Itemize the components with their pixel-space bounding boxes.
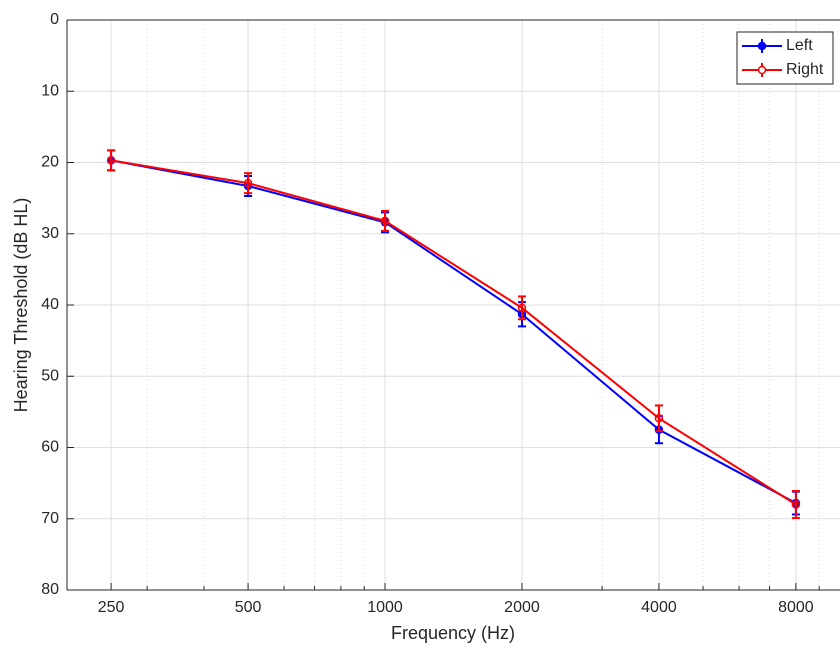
legend-label: Right bbox=[786, 61, 824, 78]
y-tick-label: 40 bbox=[41, 296, 59, 313]
legend-marker bbox=[757, 41, 767, 51]
marker bbox=[106, 156, 116, 165]
x-tick-label: 2000 bbox=[504, 599, 540, 616]
y-tick-label: 50 bbox=[41, 367, 59, 384]
marker bbox=[791, 500, 801, 509]
y-tick-label: 60 bbox=[41, 439, 59, 456]
error-bar bbox=[654, 404, 663, 433]
x-axis-label: Frequency (Hz) bbox=[391, 623, 515, 643]
error-bar bbox=[791, 489, 800, 520]
error-bar bbox=[517, 295, 526, 321]
legend-marker bbox=[757, 65, 767, 75]
x-tick-label: 250 bbox=[98, 599, 125, 616]
x-tick-label: 8000 bbox=[778, 599, 814, 616]
y-tick-label: 80 bbox=[41, 581, 59, 598]
legend-box bbox=[736, 31, 834, 85]
series-line bbox=[110, 159, 797, 504]
y-axis-label: Hearing Threshold (dB HL) bbox=[11, 198, 31, 413]
y-tick-label: 20 bbox=[41, 154, 59, 171]
x-tick-label: 4000 bbox=[641, 599, 677, 616]
legend-label: Left bbox=[786, 37, 813, 54]
x-tick-label: 500 bbox=[235, 599, 262, 616]
y-tick-label: 70 bbox=[41, 510, 59, 527]
y-tick-label: 10 bbox=[41, 82, 59, 99]
marker bbox=[380, 216, 390, 226]
marker bbox=[243, 178, 253, 188]
y-tick-label: 0 bbox=[50, 11, 59, 28]
error-bar bbox=[381, 209, 390, 232]
marker bbox=[517, 303, 527, 313]
series-line bbox=[110, 159, 797, 506]
x-tick-label: 1000 bbox=[367, 599, 403, 616]
error-bar bbox=[107, 149, 116, 172]
error-bar bbox=[244, 172, 253, 195]
marker bbox=[654, 414, 664, 423]
y-tick-label: 30 bbox=[41, 225, 59, 242]
